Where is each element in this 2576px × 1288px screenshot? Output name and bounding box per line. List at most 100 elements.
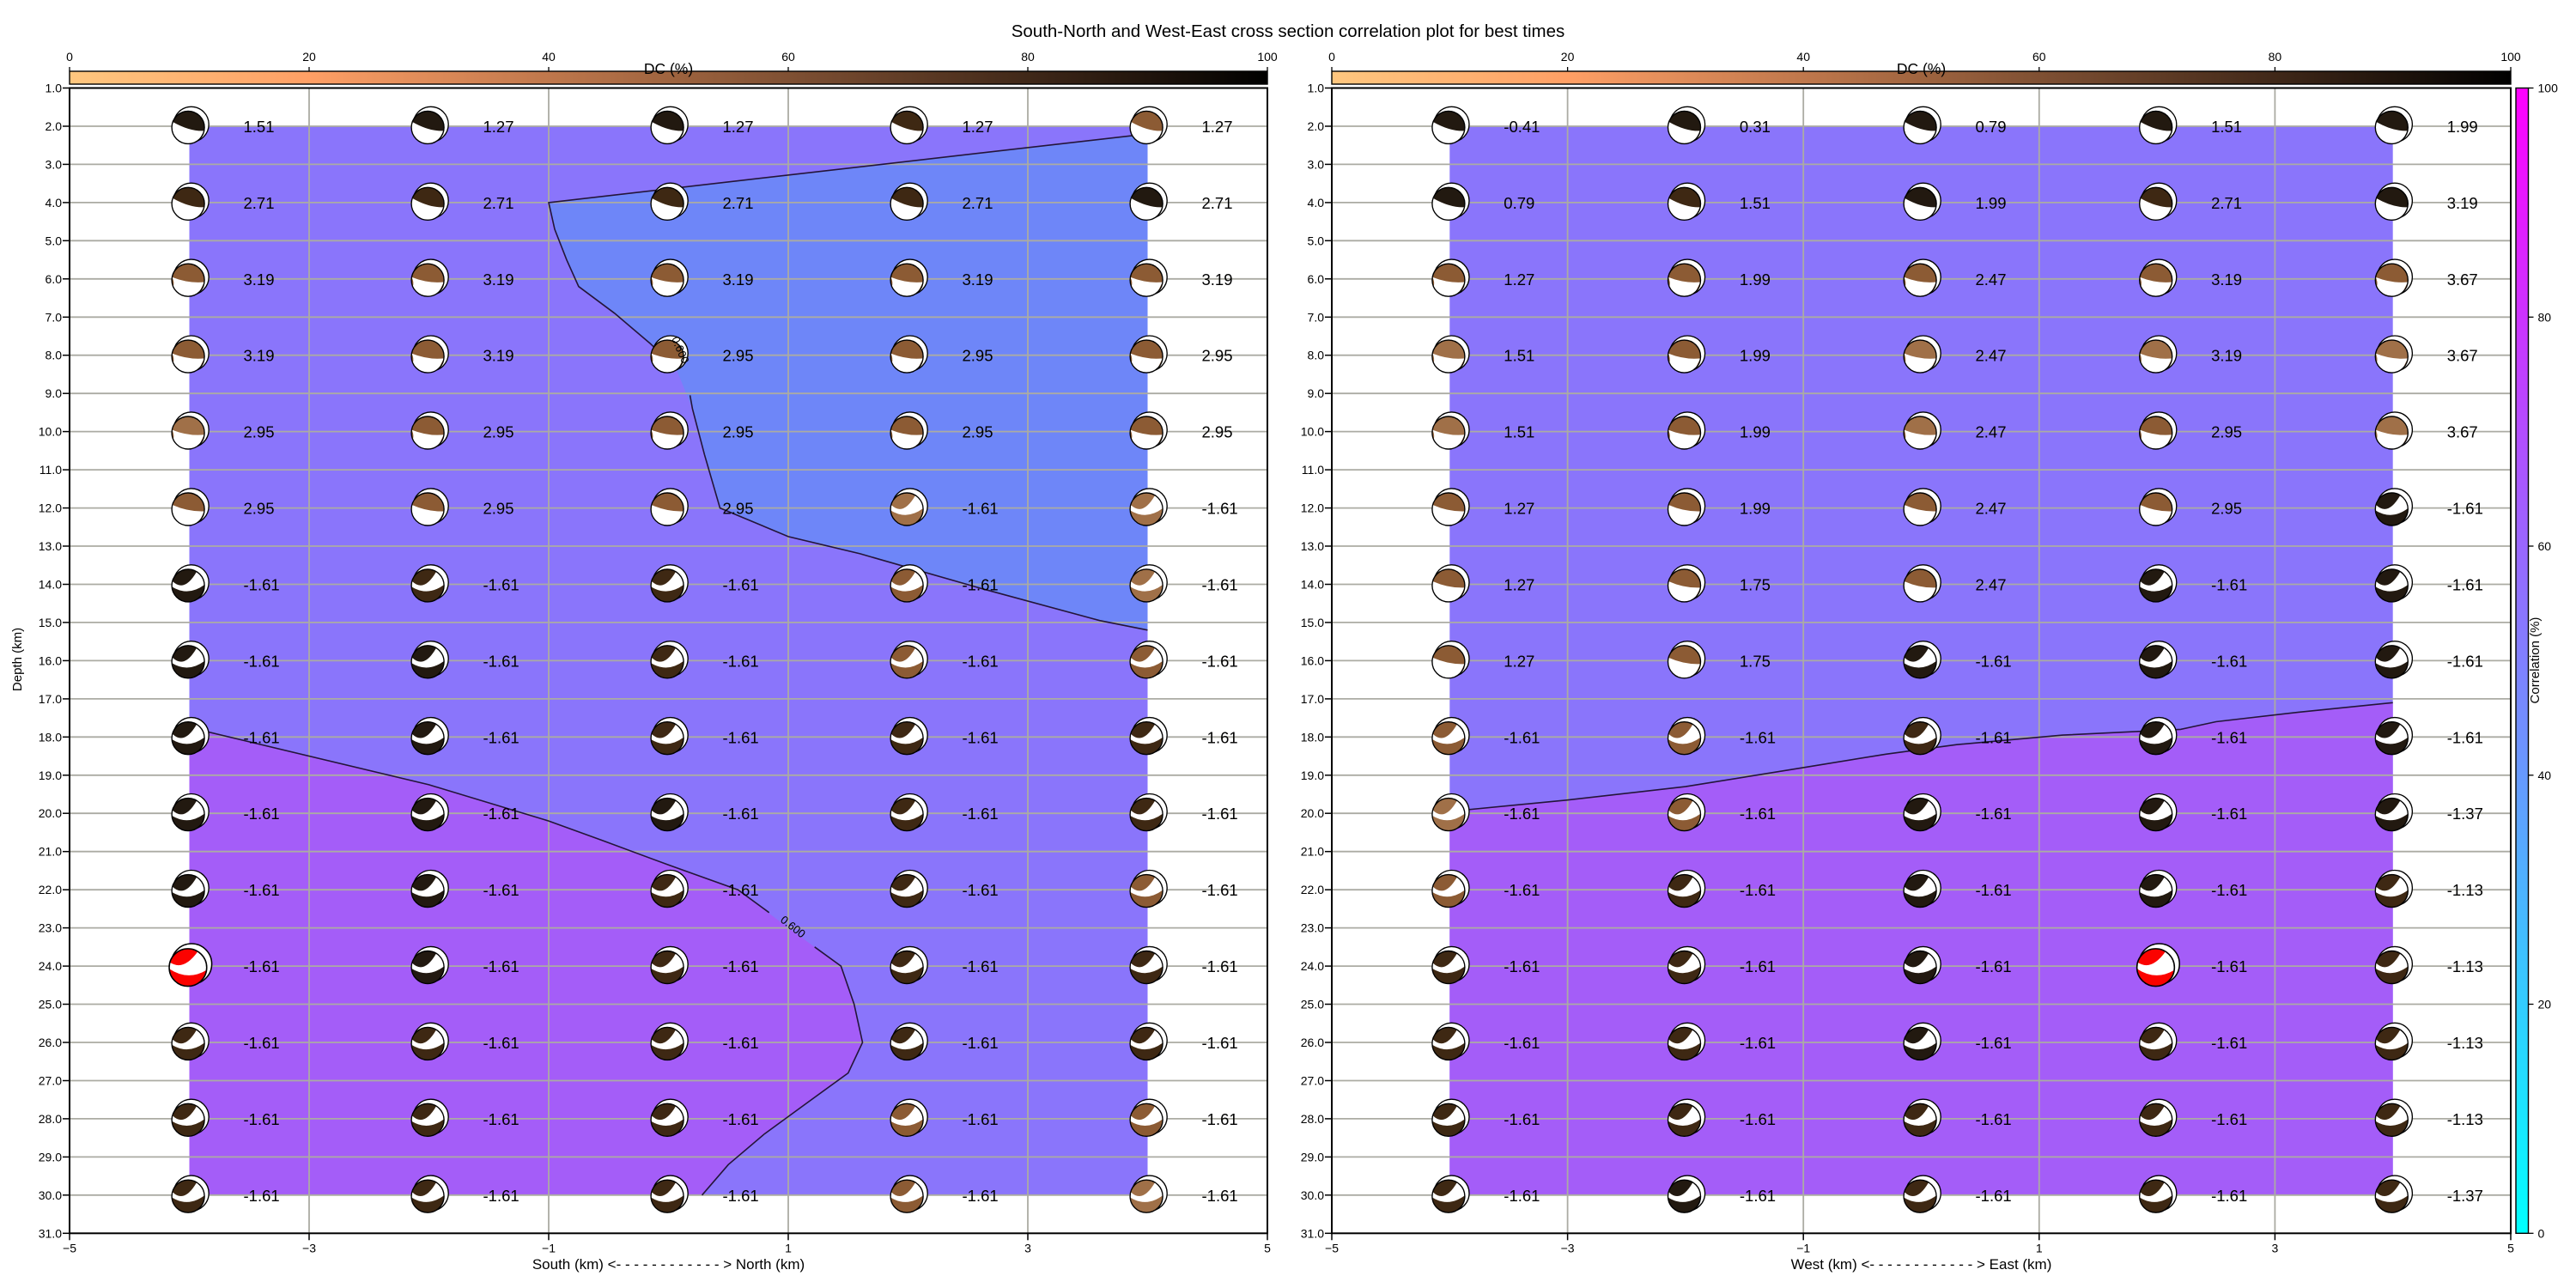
svg-text:0: 0 <box>66 50 73 64</box>
svg-text:80: 80 <box>2538 310 2552 324</box>
svg-text:-1.61: -1.61 <box>1740 1110 1776 1128</box>
svg-text:2.47: 2.47 <box>1976 270 2007 289</box>
svg-text:-1.61: -1.61 <box>244 881 280 899</box>
svg-text:21.0: 21.0 <box>1301 845 1324 859</box>
svg-text:-1.37: -1.37 <box>2447 805 2483 823</box>
svg-text:3.19: 3.19 <box>483 270 514 289</box>
svg-text:20: 20 <box>1561 50 1575 64</box>
svg-text:60: 60 <box>2538 539 2552 553</box>
svg-text:1.75: 1.75 <box>1740 576 1771 594</box>
svg-text:21.0: 21.0 <box>39 845 62 859</box>
svg-text:9.0: 9.0 <box>1308 386 1325 400</box>
svg-text:5.0: 5.0 <box>46 234 63 247</box>
svg-text:-1.61: -1.61 <box>1202 576 1238 594</box>
svg-text:-1.61: -1.61 <box>963 1034 999 1052</box>
svg-text:1.51: 1.51 <box>1740 194 1771 212</box>
svg-text:22.0: 22.0 <box>39 883 62 896</box>
svg-text:8.0: 8.0 <box>1308 349 1325 362</box>
svg-text:-1.61: -1.61 <box>723 1110 759 1128</box>
svg-text:-1.61: -1.61 <box>723 728 759 746</box>
svg-text:3.19: 3.19 <box>483 347 514 365</box>
svg-text:0: 0 <box>2538 1226 2545 1240</box>
svg-text:-1.61: -1.61 <box>1202 652 1238 670</box>
svg-text:Depth (km): Depth (km) <box>10 628 25 691</box>
svg-text:5: 5 <box>1264 1241 1271 1255</box>
svg-text:2.95: 2.95 <box>2211 423 2242 441</box>
svg-text:1.99: 1.99 <box>1976 194 2007 212</box>
svg-text:−1: −1 <box>1796 1241 1810 1255</box>
svg-text:-1.61: -1.61 <box>1202 881 1238 899</box>
svg-text:20: 20 <box>2538 998 2552 1012</box>
svg-text:-1.61: -1.61 <box>963 576 999 594</box>
svg-text:-1.61: -1.61 <box>1976 957 2012 975</box>
svg-text:West (km) <- - - - - - - - - -: West (km) <- - - - - - - - - - - - > Eas… <box>1791 1256 2052 1273</box>
svg-text:-1.61: -1.61 <box>2211 1034 2247 1052</box>
svg-text:17.0: 17.0 <box>1301 692 1324 706</box>
svg-text:-1.61: -1.61 <box>483 957 519 975</box>
svg-text:-1.61: -1.61 <box>2211 652 2247 670</box>
svg-text:1.99: 1.99 <box>2447 118 2478 136</box>
svg-text:-1.37: -1.37 <box>2447 1187 2483 1205</box>
svg-text:80: 80 <box>1021 50 1035 64</box>
svg-text:40: 40 <box>2538 769 2552 782</box>
svg-text:14.0: 14.0 <box>39 578 62 592</box>
svg-text:-1.61: -1.61 <box>1976 1034 2012 1052</box>
svg-text:1.99: 1.99 <box>1740 347 1771 365</box>
svg-text:-1.61: -1.61 <box>1976 881 2012 899</box>
svg-text:-1.61: -1.61 <box>1740 805 1776 823</box>
svg-text:-1.61: -1.61 <box>1976 1187 2012 1205</box>
svg-text:-1.61: -1.61 <box>1202 500 1238 518</box>
svg-text:26.0: 26.0 <box>39 1036 62 1049</box>
svg-text:10.0: 10.0 <box>39 425 62 439</box>
svg-text:1.0: 1.0 <box>1308 82 1325 95</box>
svg-text:-1.61: -1.61 <box>244 728 280 746</box>
svg-text:28.0: 28.0 <box>39 1112 62 1126</box>
svg-text:3.0: 3.0 <box>1308 157 1325 171</box>
svg-text:3.0: 3.0 <box>46 157 63 171</box>
svg-text:-1.61: -1.61 <box>963 805 999 823</box>
svg-text:2.71: 2.71 <box>963 194 993 212</box>
svg-text:1.27: 1.27 <box>483 118 514 136</box>
svg-text:18.0: 18.0 <box>39 730 62 744</box>
svg-text:2.95: 2.95 <box>244 500 275 518</box>
svg-text:3.67: 3.67 <box>2447 270 2478 289</box>
svg-text:22.0: 22.0 <box>1301 883 1324 896</box>
svg-text:2.47: 2.47 <box>1976 500 2007 518</box>
svg-text:-1.61: -1.61 <box>2211 576 2247 594</box>
svg-text:1.51: 1.51 <box>1504 423 1534 441</box>
svg-text:−3: −3 <box>302 1241 316 1255</box>
svg-text:-1.61: -1.61 <box>963 1187 999 1205</box>
svg-text:2.71: 2.71 <box>1202 194 1233 212</box>
svg-text:2.95: 2.95 <box>963 347 993 365</box>
svg-text:−3: −3 <box>1561 1241 1575 1255</box>
svg-text:DC (%): DC (%) <box>1897 60 1946 77</box>
svg-text:26.0: 26.0 <box>1301 1036 1324 1049</box>
svg-text:-1.61: -1.61 <box>1976 652 2012 670</box>
svg-text:-1.61: -1.61 <box>723 1187 759 1205</box>
svg-text:-1.61: -1.61 <box>244 805 280 823</box>
svg-text:9.0: 9.0 <box>46 386 63 400</box>
svg-text:3: 3 <box>1024 1241 1031 1255</box>
svg-text:-1.61: -1.61 <box>1504 728 1540 746</box>
svg-text:-1.61: -1.61 <box>963 728 999 746</box>
svg-text:6.0: 6.0 <box>1308 272 1325 286</box>
svg-text:Correlation (%): Correlation (%) <box>2528 617 2543 704</box>
svg-text:7.0: 7.0 <box>46 310 63 324</box>
svg-text:2.95: 2.95 <box>723 347 754 365</box>
svg-text:-1.61: -1.61 <box>1504 1187 1540 1205</box>
svg-text:2.95: 2.95 <box>1202 423 1233 441</box>
svg-text:0.79: 0.79 <box>1976 118 2007 136</box>
svg-text:2.95: 2.95 <box>963 423 993 441</box>
svg-text:80: 80 <box>2269 50 2282 64</box>
svg-text:2.47: 2.47 <box>1976 423 2007 441</box>
svg-text:-1.61: -1.61 <box>483 1187 519 1205</box>
svg-text:1.27: 1.27 <box>1202 118 1233 136</box>
svg-text:-1.61: -1.61 <box>1504 957 1540 975</box>
svg-text:-1.61: -1.61 <box>723 652 759 670</box>
svg-text:3.19: 3.19 <box>2211 270 2242 289</box>
svg-text:3.19: 3.19 <box>2447 194 2478 212</box>
svg-text:-1.61: -1.61 <box>2211 1110 2247 1128</box>
svg-text:-1.61: -1.61 <box>2211 881 2247 899</box>
svg-text:1.99: 1.99 <box>1740 423 1771 441</box>
svg-text:0: 0 <box>1328 50 1335 64</box>
